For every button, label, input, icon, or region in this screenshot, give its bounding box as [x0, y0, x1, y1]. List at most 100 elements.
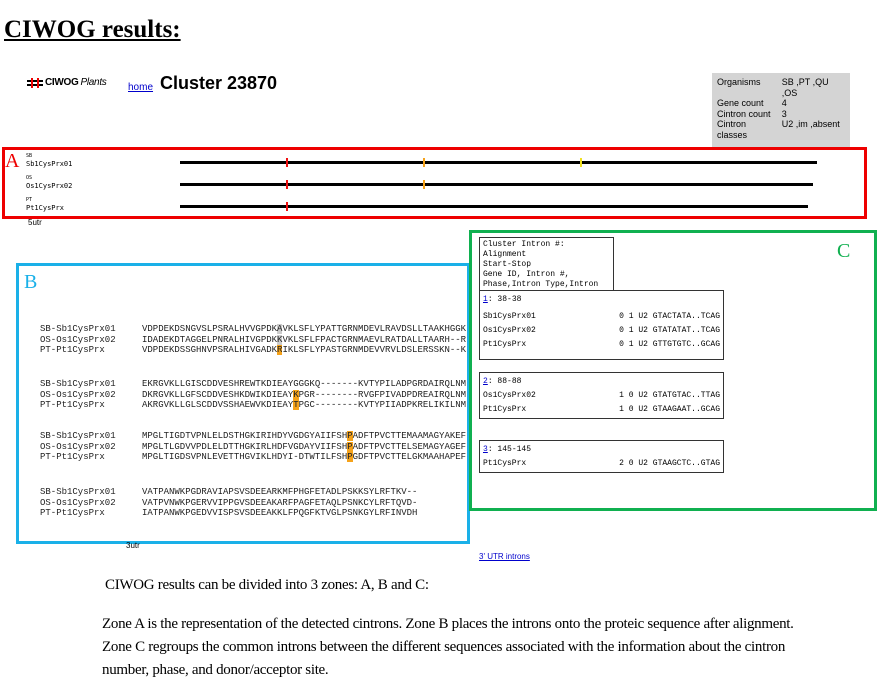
intron-group: 3: 145-145 Pt1CysPrx 2 0 U2 GTAAGCTC..GTAG: [479, 440, 724, 473]
intron-range: : 88-88: [487, 377, 522, 386]
sequence-name: OS-Os1CysPrx02: [40, 334, 116, 345]
sequence: AKRGVKLLGLSCDDVSSHAEWVKDIEAYTPGC--------…: [142, 400, 467, 410]
intron-row: Pt1CysPrx 1 0 U2 GTAAGAAT..GCAG: [483, 404, 720, 415]
intron-group: 2: 88-88 Os1CysPrx02 1 0 U2 GTATGTAC..TTAG…: [479, 372, 724, 419]
cintron-marker[interactable]: [286, 158, 288, 167]
intron-number-link[interactable]: 2: [483, 377, 488, 386]
intron-gene: Os1CysPrx02: [483, 326, 536, 335]
sequence: VDPDEKDSSGHNVPSRALHIVGADKRIKLSFLYPASTGRN…: [142, 345, 467, 355]
cintron-marker[interactable]: [286, 202, 288, 211]
gene-id: Sb1CysPrx01: [26, 160, 73, 168]
info-label: Cintron classes: [717, 119, 748, 140]
alignment-row: SB-Sb1CysPrx01 VDPDEKDSNGVSLPSRALHVVGPDKA…: [40, 324, 472, 335]
utr3-introns-link[interactable]: 3' UTR introns: [479, 552, 530, 561]
logo-sub: Plants: [80, 77, 107, 88]
cintron-marker[interactable]: [286, 180, 288, 189]
info-value: 4: [781, 98, 787, 108]
cluster-title: Cluster 23870: [160, 73, 278, 93]
intron-number-link[interactable]: 3: [483, 445, 488, 454]
gene-track: [180, 161, 817, 164]
alignment-row: SB-Sb1CysPrx01 EKRGVKLLGISCDDVESHREWTKDIE…: [40, 379, 472, 390]
info-value: 3: [781, 108, 787, 119]
cintron-marker[interactable]: [580, 158, 582, 167]
intron-position-highlight: A: [277, 324, 283, 334]
info-value: SB ,PT ,QU ,OS: [781, 77, 829, 98]
alignment-row: OS-Os1CysPrx02 IDADEKDTAGGELPNRALHIVGPDKK…: [40, 334, 472, 346]
intro-text: CIWOG results can be divided into 3 zone…: [105, 577, 429, 593]
intron-row: Os1CysPrx02 0 1 U2 GTATATAT..TCAG: [483, 325, 720, 336]
gene-name[interactable]: PT Pt1CysPrx: [26, 196, 64, 212]
alignment-row: PT-Pt1CysPrx AKRGVKLLGLSCDDVSSHAEWVKDIEAY…: [40, 400, 472, 411]
utr3-label: 3utr: [126, 541, 140, 550]
sequence-name: SB-Sb1CysPrx01: [40, 431, 116, 441]
intron-position-highlight: P: [347, 452, 353, 462]
sequence: IATPANWKPGEDVVISPSVSDEEAKKLFPQGFKTVGLPSN…: [142, 508, 418, 518]
sequence: EKRGVKLLGISCDDVESHREWTKDIEAYGGGKQ-------…: [142, 379, 467, 389]
sequence: MPGLTIGDSVPNLEVETTHGVIKLHDYI-DTWTILFSHPG…: [142, 452, 467, 462]
cluster-info-panel: Organisms SB ,PT ,QU ,OS Gene count 4 Cint…: [712, 73, 850, 148]
sequence-name: OS-Os1CysPrx02: [40, 497, 116, 508]
gene-organism: SB: [26, 153, 33, 159]
intron-row: Sb1CysPrx01 0 1 U2 GTACTATA..TCAG: [483, 311, 720, 322]
cintron-marker[interactable]: [423, 180, 425, 189]
sequence-name: OS-Os1CysPrx02: [40, 389, 116, 400]
legend-line: Gene ID, Intron #,: [483, 270, 570, 279]
intron-position-highlight: P: [347, 431, 353, 441]
alignment-row: OS-Os1CysPrx02 DKRGVKLLGFSCDDVESHKDWIKDIE…: [40, 389, 472, 401]
alignment-row: SB-Sb1CysPrx01 VATPANWKPGDRAVIAPSVSDEEARK…: [40, 487, 472, 498]
ciwog-logo[interactable]: CIWOG Plants: [27, 77, 107, 88]
alignment-row: SB-Sb1CysPrx01 MPGLTIGDTVPNLELDSTHGKIRIHD…: [40, 431, 472, 442]
sequence: VATPANWKPGDRAVIAPSVSDEEARKMFPHGFETADLPSK…: [142, 487, 418, 497]
home-link[interactable]: home: [128, 82, 154, 93]
sequence-name: PT-Pt1CysPrx: [40, 400, 105, 410]
utr5-label: 5utr: [28, 218, 42, 227]
intron-position-highlight: T: [293, 400, 299, 410]
zone-a-frame: [2, 147, 867, 219]
intron-position-highlight: K: [277, 334, 283, 345]
sequence-name: PT-Pt1CysPrx: [40, 452, 105, 462]
zone-c-frame: [469, 230, 877, 511]
sequence-name: SB-Sb1CysPrx01: [40, 379, 116, 389]
legend-line: Start-Stop: [483, 260, 532, 269]
gene-organism: OS: [26, 175, 33, 181]
intron-gene: Sb1CysPrx01: [483, 312, 536, 321]
sequence-name: OS-Os1CysPrx02: [40, 441, 116, 452]
gene-name[interactable]: SB Sb1CysPrx01: [26, 152, 72, 168]
sequence-name: PT-Pt1CysPrx: [40, 345, 105, 355]
intron-position-highlight: K: [293, 389, 299, 400]
logo-icon: [27, 77, 43, 88]
intron-info: 1 0 U2 GTAAGAAT..GCAG: [619, 405, 720, 414]
intron-gene: Pt1CysPrx: [483, 340, 527, 349]
intron-info: 0 1 U2 GTTGTGTC..GCAG: [619, 340, 720, 349]
cintron-marker[interactable]: [423, 158, 425, 167]
gene-name[interactable]: OS Os1CysPrx02: [26, 174, 72, 190]
info-label: Cintron count: [717, 108, 771, 119]
page-title: CIWOG results:: [4, 16, 181, 43]
gene-id: Pt1CysPrx: [26, 204, 64, 212]
sequence: DKRGVKLLGFSCDDVESHKDWIKDIEAYKPGR--------…: [142, 389, 467, 400]
sequence: IDADEKDTAGGELPNRALHIVGPDKKVKLSFLFPACTGRN…: [142, 334, 467, 345]
zone-b-label: B: [24, 271, 38, 293]
alignment-row: OS-Os1CysPrx02 VATPVNWKPGERVVIPPGVSDEEAKA…: [40, 498, 472, 509]
intron-position-highlight: R: [277, 345, 283, 355]
sequence: MPGLTLGDVVPDLELDTTHGKIRLHDFVGDAYVIIFSHPA…: [142, 441, 467, 452]
info-label: Organisms: [717, 77, 761, 87]
intron-group: 1: 38-38 Sb1CysPrx01 0 1 U2 GTACTATA..TCAG…: [479, 290, 724, 360]
zone-a-label: A: [5, 150, 20, 172]
intron-header: 1: 38-38: [483, 294, 720, 305]
zone-c-label: C: [837, 240, 851, 262]
alignment-row: OS-Os1CysPrx02 MPGLTLGDVVPDLELDTTHGKIRLHD…: [40, 441, 472, 453]
intron-row: Pt1CysPrx 2 0 U2 GTAAGCTC..GTAG: [483, 458, 720, 469]
sequence-name: SB-Sb1CysPrx01: [40, 324, 116, 334]
info-value: U2 ,im ,absent: [781, 119, 840, 129]
intron-info: 0 1 U2 GTATATAT..TCAG: [619, 326, 720, 335]
intron-row: Pt1CysPrx 0 1 U2 GTTGTGTC..GCAG: [483, 339, 720, 350]
intron-info: 2 0 U2 GTAAGCTC..GTAG: [619, 459, 720, 468]
sequence: VDPDEKDSNGVSLPSRALHVVGPDKAVKLSFLYPATTGRN…: [142, 324, 467, 334]
intron-number-link[interactable]: 1: [483, 295, 488, 304]
intron-info: 0 1 U2 GTACTATA..TCAG: [619, 312, 720, 321]
zone-b-frame: [16, 263, 470, 544]
gene-id: Os1CysPrx02: [26, 182, 73, 190]
logo-text: CIWOG: [45, 77, 79, 88]
intron-gene: Os1CysPrx02: [483, 391, 536, 400]
